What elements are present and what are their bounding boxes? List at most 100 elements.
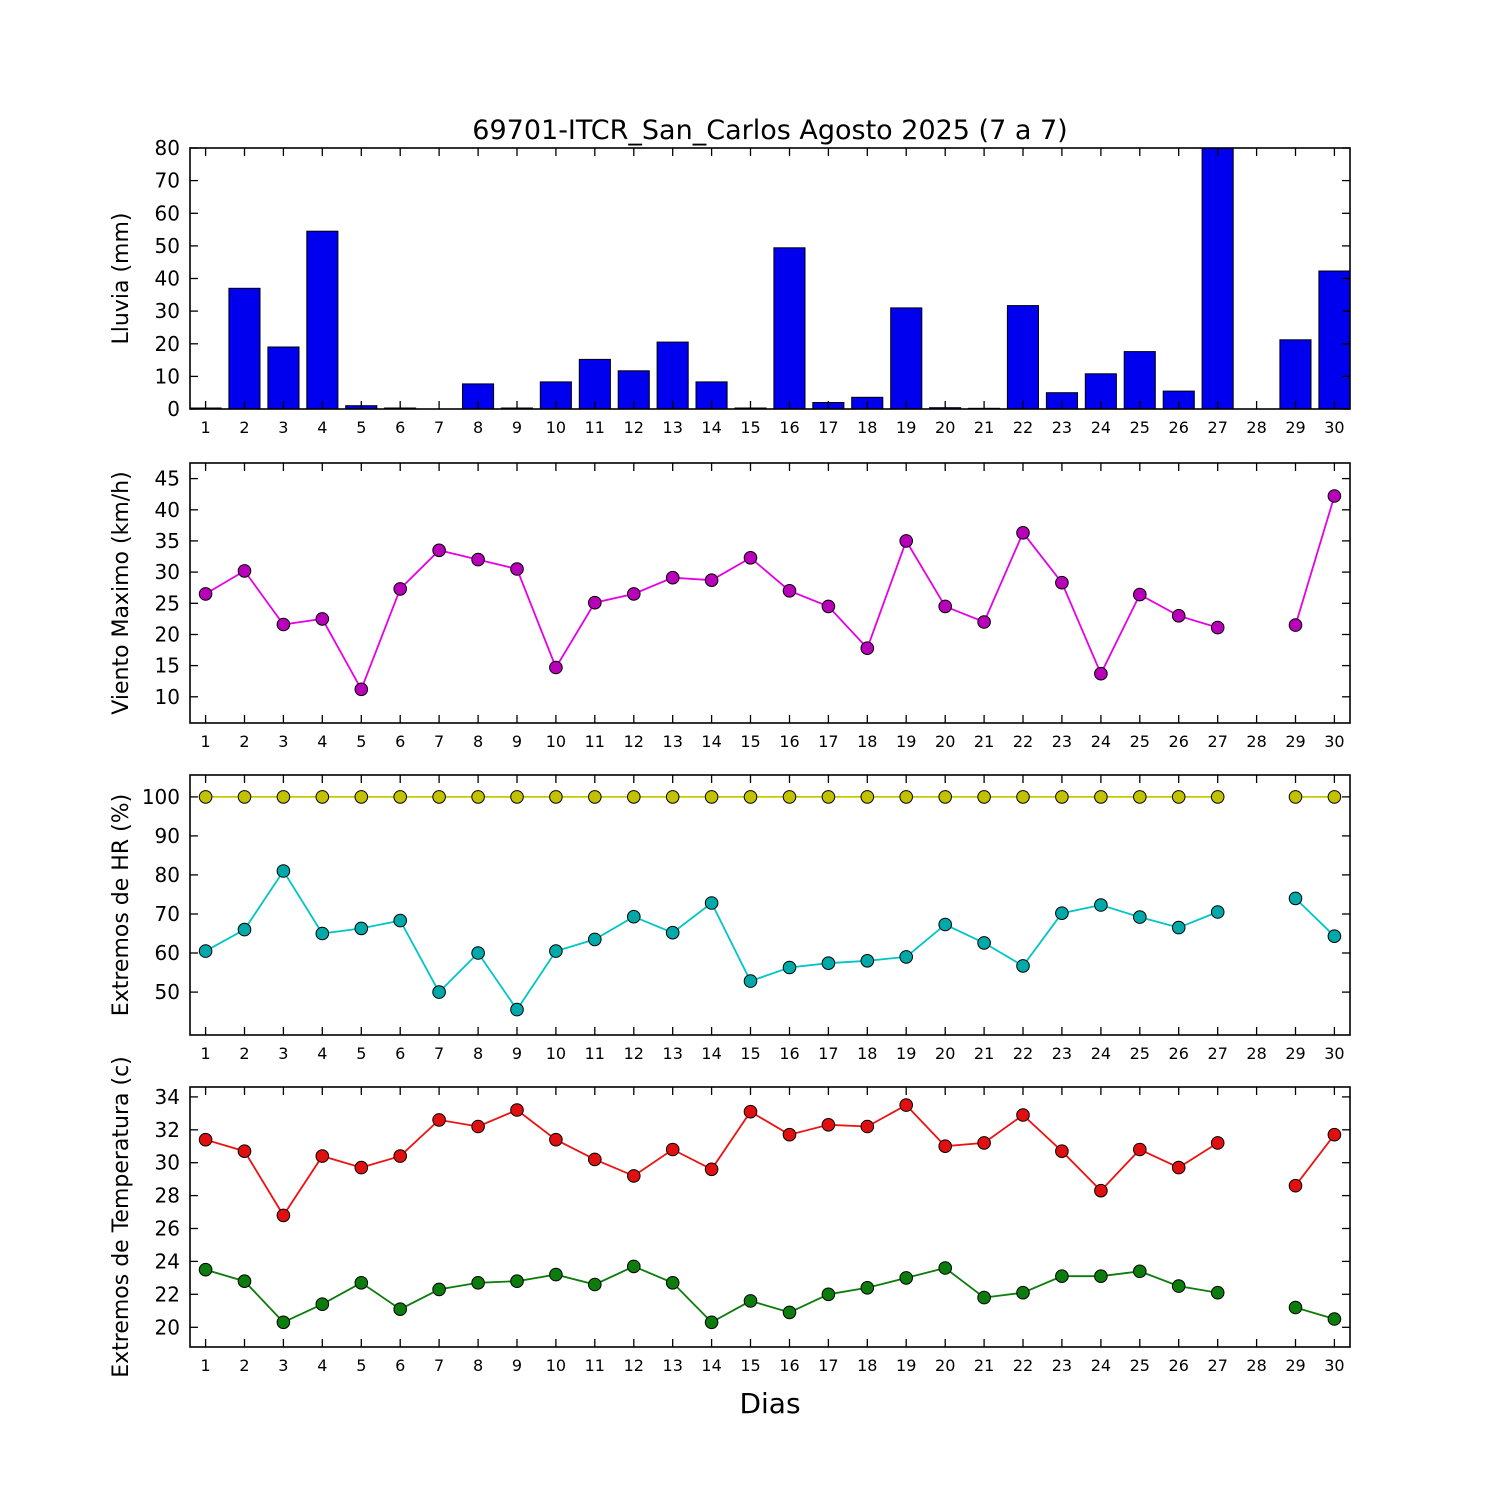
temperatura-maxima-marker-day-9 xyxy=(510,1103,524,1117)
viento-maximo-marker-day-6 xyxy=(393,582,408,596)
hr-maxima-marker-day-22 xyxy=(1016,790,1030,804)
hr-minima-marker-day-2 xyxy=(237,922,252,937)
viento-maximo-marker-day-3 xyxy=(276,617,291,632)
viento-maximo-marker-day-24 xyxy=(1094,666,1108,681)
y-tick-label: 70 xyxy=(155,169,180,193)
temperatura-minima-marker-day-22 xyxy=(1016,1285,1030,1300)
y-tick-label: 100 xyxy=(142,785,180,809)
viento-maximo-marker-day-29 xyxy=(1288,618,1303,632)
plot-area-temperatura xyxy=(198,1098,1342,1330)
hr-maxima-marker-day-4 xyxy=(315,790,330,804)
hr-minima-marker-day-16 xyxy=(782,960,797,975)
bar-day-2 xyxy=(228,287,261,409)
temperatura-maxima-marker-day-14 xyxy=(704,1162,719,1177)
hr-minima-marker-day-26 xyxy=(1171,920,1186,935)
viento-maximo-marker-day-2 xyxy=(237,564,252,578)
temperatura-minima-marker-day-4 xyxy=(315,1297,330,1311)
x-tick-label: 1 xyxy=(201,1044,211,1063)
panel-viento: 1 2 3 4 5 6 7 8 9 10 11 12 13 14 15 16 17 18 19 20 21 22 23 24 2… xyxy=(109,462,1351,751)
temperatura-maxima-marker-day-8 xyxy=(471,1119,485,1134)
x-tick-label: 21 xyxy=(974,418,994,437)
x-tick-label: 24 xyxy=(1091,418,1111,437)
hr-maxima-marker-day-7 xyxy=(432,790,446,804)
viento-maximo-marker-day-20 xyxy=(938,599,953,614)
y-tick-label: 30 xyxy=(155,560,180,584)
temperatura-maxima-marker-day-26 xyxy=(1171,1160,1186,1175)
x-tick-label: 27 xyxy=(1208,418,1228,437)
x-tick-label: 2 xyxy=(239,418,249,437)
temperatura-maxima-marker-day-12 xyxy=(627,1169,641,1183)
temperatura-maxima-marker-day-20 xyxy=(938,1139,953,1153)
x-tick-label: 6 xyxy=(395,1044,405,1063)
bar-day-4 xyxy=(306,230,339,409)
x-tick-label: 6 xyxy=(395,732,405,751)
plot-area-viento xyxy=(198,489,1342,697)
x-tick-label: 13 xyxy=(663,1044,683,1063)
temperatura-maxima-marker-day-25 xyxy=(1133,1142,1147,1157)
x-tick-label: 20 xyxy=(935,1044,955,1063)
y-tick-label: 90 xyxy=(155,824,180,848)
x-tick-label: 24 xyxy=(1091,732,1111,751)
viento-maximo-marker-day-19 xyxy=(899,534,914,548)
x-tick-label: 8 xyxy=(473,1044,483,1063)
temperatura-maxima-marker-day-4 xyxy=(315,1149,330,1163)
x-tick-label: 12 xyxy=(624,418,644,437)
viento-maximo-marker-day-9 xyxy=(510,562,524,576)
hr-minima-marker-day-21 xyxy=(977,936,991,950)
bar-day-19 xyxy=(890,307,923,409)
temperatura-minima-marker-day-6 xyxy=(393,1302,408,1316)
x-tick-label: 3 xyxy=(278,418,288,437)
y-tick-label: 25 xyxy=(155,591,180,615)
viento-maximo-marker-day-7 xyxy=(432,543,446,558)
viento-maximo-marker-day-23 xyxy=(1055,575,1069,590)
temperatura-maxima-marker-day-10 xyxy=(549,1132,563,1147)
viento-maximo-marker-day-8 xyxy=(471,552,485,567)
temperatura-maxima-marker-day-29 xyxy=(1288,1178,1303,1193)
viento-maximo-marker-day-27 xyxy=(1210,620,1225,635)
temperatura-minima-marker-day-23 xyxy=(1055,1269,1069,1283)
x-tick-label: 8 xyxy=(473,732,483,751)
temperatura-minima-marker-day-5 xyxy=(354,1276,369,1290)
x-tick-label: 22 xyxy=(1013,732,1033,751)
hr-maxima-marker-day-15 xyxy=(743,790,758,804)
x-tick-label: 18 xyxy=(857,1356,877,1375)
bar-day-3 xyxy=(267,346,300,409)
bar-day-30 xyxy=(1318,270,1350,409)
temperatura-minima-marker-day-21 xyxy=(977,1290,991,1305)
x-tick-label: 2 xyxy=(239,1356,249,1375)
temperatura-minima-marker-day-1 xyxy=(198,1262,213,1277)
temperatura-minima-line xyxy=(205,1265,1335,1324)
x-tick-label: 19 xyxy=(896,418,916,437)
x-tick-label: 23 xyxy=(1052,732,1072,751)
hr-maxima-marker-day-8 xyxy=(471,790,485,804)
hr-minima-marker-day-24 xyxy=(1094,898,1108,912)
x-tick-label: 5 xyxy=(356,1044,366,1063)
x-tick-label: 22 xyxy=(1013,1356,1033,1375)
x-tick-label: 5 xyxy=(356,732,366,751)
x-tick-label: 30 xyxy=(1324,1044,1344,1063)
y-tick-label: 50 xyxy=(155,980,180,1004)
x-tick-label: 23 xyxy=(1052,1044,1072,1063)
viento-maximo-marker-day-25 xyxy=(1133,587,1147,602)
temperatura-minima-marker-day-8 xyxy=(471,1276,485,1290)
temperatura-maxima-marker-day-6 xyxy=(393,1149,408,1163)
hr-minima-marker-day-15 xyxy=(743,974,758,988)
x-tick-label: 18 xyxy=(857,1044,877,1063)
temperatura-maxima-marker-day-21 xyxy=(977,1136,991,1150)
x-tick-label: 20 xyxy=(935,1356,955,1375)
temperatura-maxima-marker-day-3 xyxy=(276,1208,291,1223)
hr-minima-marker-day-30 xyxy=(1327,929,1342,944)
temperatura-minima-marker-day-7 xyxy=(432,1282,446,1297)
x-tick-label: 3 xyxy=(278,1044,288,1063)
x-tick-label: 4 xyxy=(317,732,327,751)
viento-maximo-marker-day-26 xyxy=(1171,609,1186,623)
x-tick-label: 30 xyxy=(1324,418,1344,437)
x-tick-label: 11 xyxy=(585,1356,605,1375)
x-tick-label: 3 xyxy=(278,1356,288,1375)
x-tick-label: 29 xyxy=(1285,418,1305,437)
plot-area-hr xyxy=(198,790,1342,1017)
hr-maxima-marker-day-20 xyxy=(938,790,953,804)
x-tick-label: 26 xyxy=(1169,732,1189,751)
viento-maximo-marker-day-17 xyxy=(821,599,836,614)
